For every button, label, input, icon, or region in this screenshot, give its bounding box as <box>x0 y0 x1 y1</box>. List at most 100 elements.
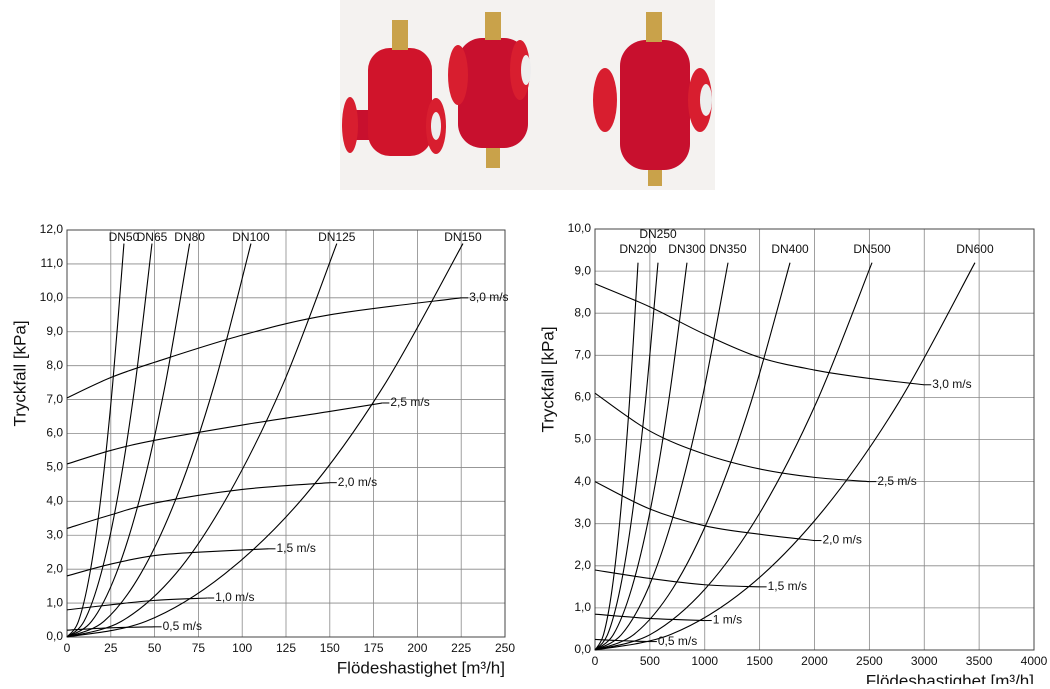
x-tick-label: 50 <box>148 641 162 655</box>
y-tick-label: 3,0 <box>46 527 63 541</box>
y-tick-label: 2,0 <box>46 561 63 575</box>
velocity-curve <box>66 482 330 529</box>
y-tick-label: 10,0 <box>568 221 592 235</box>
x-tick-label: 3500 <box>966 654 993 668</box>
y-tick-label: 2,0 <box>574 558 591 572</box>
y-tick-label: 9,0 <box>46 324 63 338</box>
velocity-label: 2,0 m/s <box>338 475 377 489</box>
y-tick-label: 10,0 <box>40 290 64 304</box>
dn-label: DN200 <box>619 242 657 256</box>
dn-label: DN400 <box>771 242 809 256</box>
x-tick-label: 200 <box>407 641 427 655</box>
velocity-label: 1,5 m/s <box>276 541 315 555</box>
y-tick-label: 3,0 <box>574 516 591 530</box>
velocity-label: 2,5 m/s <box>877 474 916 488</box>
velocity-curve <box>594 481 815 542</box>
y-axis-title: Tryckfall [kPa] <box>10 320 29 426</box>
x-tick-label: 150 <box>320 641 340 655</box>
dn-label: DN500 <box>853 242 891 256</box>
dn-label: DN350 <box>709 242 747 256</box>
dn-curve <box>66 243 153 638</box>
y-tick-label: 1,0 <box>574 600 591 614</box>
y-tick-label: 5,0 <box>574 432 591 446</box>
velocity-label: 0,5 m/s <box>163 619 202 633</box>
plot-frame <box>594 228 1035 651</box>
y-tick-label: 8,0 <box>46 358 63 372</box>
dn-curve <box>594 262 729 651</box>
velocity-curve <box>594 613 705 622</box>
dn-label: DN150 <box>444 230 482 244</box>
dn-curve <box>66 243 252 638</box>
dn-label: DN100 <box>232 230 270 244</box>
dn-curve <box>66 243 338 638</box>
y-tick-label: 1,0 <box>46 595 63 609</box>
dn-label: DN600 <box>956 242 994 256</box>
y-tick-label: 12,0 <box>40 222 64 236</box>
dn-curve <box>66 243 191 638</box>
x-tick-label: 2000 <box>801 654 828 668</box>
x-tick-label: 250 <box>495 641 515 655</box>
x-tick-label: 25 <box>104 641 118 655</box>
y-tick-label: 6,0 <box>574 390 591 404</box>
x-tick-label: 3000 <box>911 654 938 668</box>
x-tick-label: 1500 <box>746 654 773 668</box>
x-tick-label: 4000 <box>1021 654 1048 668</box>
dn-label: DN80 <box>174 230 205 244</box>
dn-label: DN50 <box>109 230 140 244</box>
dn-curve <box>66 243 464 638</box>
product-photo <box>340 0 715 190</box>
dn-curve <box>594 262 976 651</box>
dn-label: DN125 <box>318 230 356 244</box>
x-tick-label: 100 <box>232 641 252 655</box>
dn-label: DN250 <box>639 227 677 241</box>
velocity-curve <box>594 638 650 643</box>
velocity-curve <box>66 297 462 399</box>
x-tick-label: 0 <box>592 654 599 668</box>
x-tick-label: 2500 <box>856 654 883 668</box>
velocity-curve <box>66 597 208 611</box>
x-tick-label: 175 <box>364 641 384 655</box>
y-tick-label: 4,0 <box>46 494 63 508</box>
plot-frame <box>66 229 506 638</box>
velocity-label: 0,5 m/s <box>658 634 697 648</box>
x-axis-title: Flödeshastighet [m³/h] <box>337 658 505 677</box>
x-axis-title: Flödeshastighet [m³/h] <box>866 671 1034 684</box>
velocity-label: 1 m/s <box>713 613 742 627</box>
velocity-label: 2,0 m/s <box>823 533 862 547</box>
y-tick-label: 0,0 <box>46 629 63 643</box>
y-tick-label: 6,0 <box>46 426 63 440</box>
y-tick-label: 5,0 <box>46 460 63 474</box>
y-tick-label: 9,0 <box>574 263 591 277</box>
dn-curve <box>594 262 659 651</box>
velocity-label: 2,5 m/s <box>390 395 429 409</box>
velocity-curve <box>66 626 155 631</box>
velocity-curve <box>594 283 925 386</box>
x-tick-label: 1000 <box>691 654 718 668</box>
velocity-label: 3,0 m/s <box>932 377 971 391</box>
x-tick-label: 500 <box>640 654 660 668</box>
dn-curve <box>594 262 639 651</box>
y-axis-title: Tryckfall [kPa] <box>538 326 557 432</box>
dn-curve <box>594 262 791 651</box>
velocity-curve <box>66 402 383 465</box>
y-tick-label: 7,0 <box>46 392 63 406</box>
y-tick-label: 4,0 <box>574 474 591 488</box>
x-tick-label: 225 <box>451 641 471 655</box>
velocity-curve <box>594 569 760 588</box>
dn-curve <box>594 262 688 651</box>
dn-curve <box>66 243 125 638</box>
velocity-label: 1,5 m/s <box>768 579 807 593</box>
x-tick-label: 125 <box>276 641 296 655</box>
velocity-curve <box>66 548 269 577</box>
x-tick-label: 75 <box>192 641 206 655</box>
dn-curve <box>594 262 873 651</box>
dn-label: DN300 <box>668 242 706 256</box>
dn-label: DN65 <box>137 230 168 244</box>
velocity-curve <box>594 392 870 483</box>
y-tick-label: 0,0 <box>574 642 591 656</box>
velocity-label: 3,0 m/s <box>469 290 508 304</box>
x-tick-label: 0 <box>64 641 71 655</box>
y-tick-label: 8,0 <box>574 305 591 319</box>
